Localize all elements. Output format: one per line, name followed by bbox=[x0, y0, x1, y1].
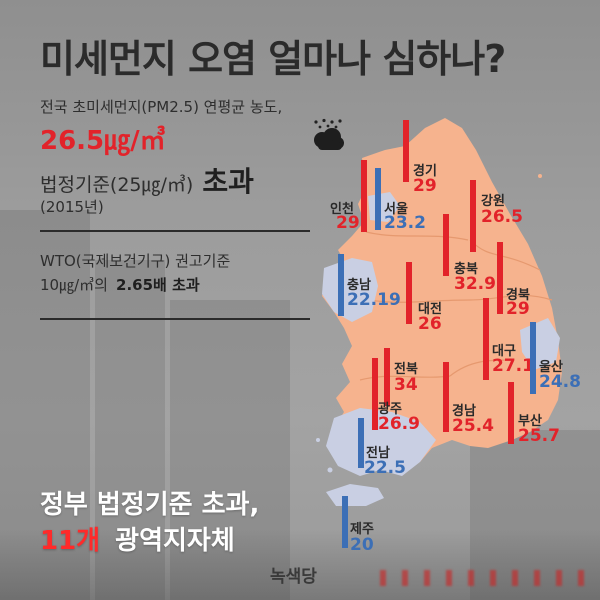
footer-count: 11개 bbox=[40, 526, 101, 556]
region-bar bbox=[443, 362, 449, 432]
who-base: 10㎍/㎥의 bbox=[40, 276, 108, 294]
region-value: 24.8 bbox=[539, 372, 581, 392]
region-name: 인천 bbox=[330, 202, 354, 217]
region-name: 울산 bbox=[539, 360, 563, 375]
year-text: (2015년) bbox=[40, 198, 104, 216]
region-bar bbox=[372, 358, 378, 430]
divider bbox=[40, 318, 310, 320]
standard-text: 법정기준(25㎍/㎥) bbox=[40, 174, 194, 196]
region-value: 29 bbox=[336, 213, 360, 233]
footer-label: 광역지자체 bbox=[115, 526, 235, 556]
region-name: 경기 bbox=[413, 164, 437, 179]
region-name: 경남 bbox=[452, 404, 476, 419]
map-area-chungnam bbox=[322, 258, 378, 322]
region-name: 서울 bbox=[384, 202, 408, 217]
map-island-jeju bbox=[326, 484, 384, 506]
region-bar bbox=[358, 418, 364, 468]
standard-line: 법정기준(25㎍/㎥) 초과 bbox=[40, 160, 254, 200]
dust-cloud-icon bbox=[314, 118, 344, 150]
region-name: 부산 bbox=[518, 414, 542, 429]
region-bar bbox=[403, 120, 409, 182]
who-line-1: WTO(국제보건기구) 권고기준 bbox=[40, 252, 231, 270]
region-name: 전북 bbox=[394, 362, 418, 377]
region-value: 26.9 bbox=[378, 414, 420, 434]
region-bar bbox=[342, 496, 348, 548]
bg-traffic-lights bbox=[380, 570, 600, 586]
region-value: 20 bbox=[350, 535, 374, 555]
region-bar bbox=[384, 348, 390, 406]
region-name: 제주 bbox=[350, 522, 374, 537]
region-value: 26.5 bbox=[481, 207, 523, 227]
region-value: 34 bbox=[394, 375, 418, 395]
exceed-word: 초과 bbox=[202, 165, 254, 198]
footer-line-1: 정부 법정기준 초과, bbox=[40, 490, 260, 520]
bg-building bbox=[0, 210, 90, 600]
region-value: 29 bbox=[413, 176, 437, 196]
bg-building bbox=[170, 300, 290, 600]
region-name: 전남 bbox=[366, 446, 390, 461]
who-line-2: 10㎍/㎥의 2.65배 초과 bbox=[40, 274, 200, 295]
region-bar bbox=[338, 254, 344, 316]
page-title: 미세먼지 오염 얼마나 심하나? bbox=[40, 37, 506, 81]
region-value: 32.9 bbox=[454, 274, 496, 294]
region-bar bbox=[361, 160, 367, 232]
region-bar bbox=[530, 322, 536, 394]
national-average-value: 26.5㎍/㎥ bbox=[40, 126, 166, 156]
region-value: 26 bbox=[418, 314, 442, 334]
map-area-jeonnam bbox=[326, 408, 436, 476]
region-value: 29 bbox=[506, 299, 530, 319]
region-bar bbox=[443, 214, 449, 276]
region-value: 25.4 bbox=[452, 416, 494, 436]
region-value: 25.7 bbox=[518, 426, 560, 446]
region-bar bbox=[375, 168, 381, 230]
region-value: 22.5 bbox=[364, 458, 406, 478]
who-multiplier: 2.65배 초과 bbox=[116, 276, 200, 294]
divider bbox=[40, 230, 310, 232]
region-name: 충남 bbox=[347, 278, 371, 293]
region-name: 대구 bbox=[492, 344, 516, 359]
bg-road bbox=[0, 530, 600, 600]
region-value: 27.1 bbox=[492, 356, 534, 376]
region-bar bbox=[470, 180, 476, 252]
region-bar bbox=[508, 382, 514, 444]
region-value: 23.2 bbox=[384, 213, 426, 233]
brand-logo-text: 녹색당 bbox=[270, 567, 317, 587]
region-name: 광주 bbox=[378, 402, 402, 417]
region-value: 22.19 bbox=[347, 290, 401, 310]
region-bar bbox=[497, 242, 503, 314]
bg-building bbox=[95, 260, 165, 600]
region-name: 경북 bbox=[506, 288, 530, 303]
region-bar bbox=[406, 262, 412, 324]
region-name: 강원 bbox=[481, 194, 505, 209]
region-bar bbox=[483, 298, 489, 380]
region-name: 충북 bbox=[454, 262, 478, 277]
info-line: 전국 초미세먼지(PM2.5) 연평균 농도, bbox=[40, 98, 283, 116]
footer-line-2: 11개 광역지자체 bbox=[40, 520, 235, 557]
region-name: 대전 bbox=[418, 302, 442, 317]
